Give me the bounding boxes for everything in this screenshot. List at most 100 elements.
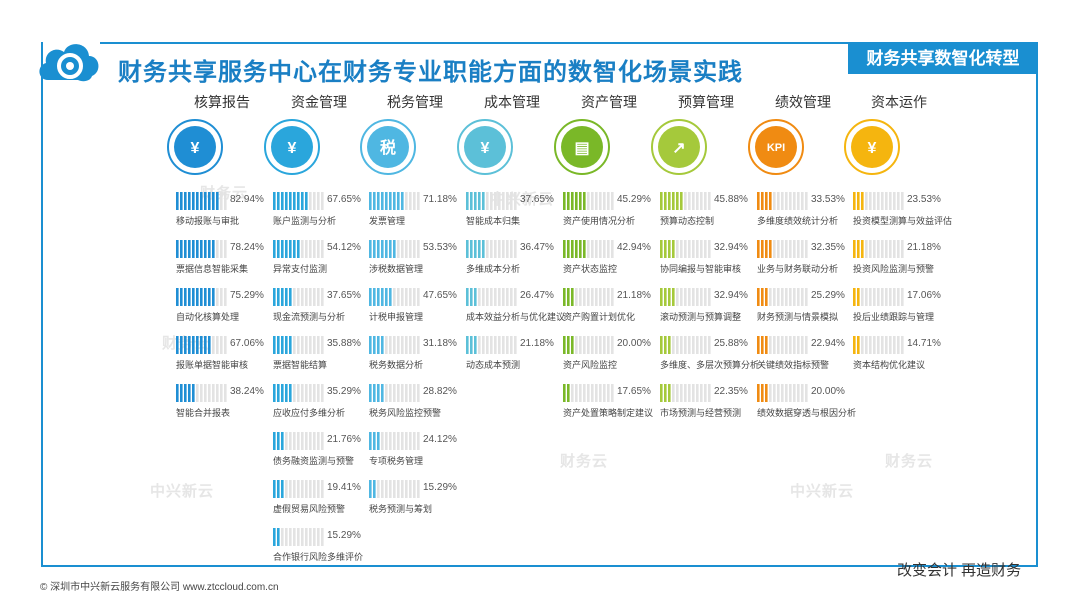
item-label: 投资风险监测与预警 bbox=[853, 264, 935, 274]
svg-text:↗: ↗ bbox=[672, 140, 685, 157]
item-label: 投后业绩跟踪与管理 bbox=[853, 312, 935, 322]
percent-value: 33.53% bbox=[811, 194, 845, 205]
list-item: 35.29% 应收应付多维分析 bbox=[273, 384, 365, 424]
item-label: 税务预测与筹划 bbox=[369, 504, 433, 514]
percent-value: 21.18% bbox=[907, 242, 941, 253]
list-item: 21.18% 动态成本预测 bbox=[466, 336, 558, 376]
page-title: 财务共享服务中心在财务专业职能方面的数智化场景实践 bbox=[118, 59, 743, 86]
progress-bar bbox=[563, 288, 614, 306]
list-item: 20.00% 资产风险监控 bbox=[563, 336, 655, 376]
percent-value: 20.00% bbox=[811, 386, 845, 397]
svg-text:税: 税 bbox=[380, 138, 396, 157]
progress-bar bbox=[466, 240, 517, 258]
progress-bar bbox=[176, 240, 227, 258]
column-perf: 绩效管理 KPI 33.53% 多维度绩效统计分析 32.35% 业务与财务联动分析 25.… bbox=[748, 92, 856, 418]
percent-value: 22.94% bbox=[811, 338, 845, 349]
progress-bar bbox=[369, 240, 420, 258]
progress-bar bbox=[273, 336, 324, 354]
tax-hand-icon: 税 bbox=[360, 119, 416, 175]
progress-bar bbox=[466, 192, 517, 210]
progress-bar bbox=[176, 192, 227, 210]
percent-value: 67.06% bbox=[230, 338, 264, 349]
column-budget: 预算管理 ↗ 45.88% 预算动态控制 32.94% 协同编报与智能审核 32.94% 滚动… bbox=[651, 92, 759, 418]
list-item: 26.47% 成本效益分析与优化建议 bbox=[466, 288, 565, 328]
progress-bar bbox=[853, 288, 904, 306]
svg-text:KPI: KPI bbox=[767, 142, 785, 154]
item-label: 绩效数据穿透与根因分析 bbox=[757, 408, 857, 418]
cloud-logo-icon bbox=[39, 44, 99, 82]
item-label: 涉税数据管理 bbox=[369, 264, 424, 274]
progress-bar bbox=[273, 480, 324, 498]
percent-value: 78.24% bbox=[230, 242, 264, 253]
percent-value: 19.41% bbox=[327, 482, 361, 493]
percent-value: 75.29% bbox=[230, 290, 264, 301]
item-label: 协同编报与智能审核 bbox=[660, 264, 742, 274]
list-item: 23.53% 投资模型测算与效益评估 bbox=[853, 192, 952, 232]
percent-value: 23.53% bbox=[907, 194, 941, 205]
progress-bar bbox=[853, 192, 904, 210]
progress-bar bbox=[660, 192, 711, 210]
item-label: 多维度绩效统计分析 bbox=[757, 216, 839, 226]
percent-value: 45.88% bbox=[714, 194, 748, 205]
column-asset: 资产管理 ▤ 45.29% 资产使用情况分析 42.94% 资产状态监控 21.18% 资产购… bbox=[554, 92, 655, 418]
column-title: 资本运作 bbox=[871, 94, 927, 110]
cost-document-icon: ¥ bbox=[457, 119, 513, 175]
section-tag: 财务共享数智化转型 bbox=[848, 44, 1038, 74]
list-item: 15.29% 税务预测与筹划 bbox=[369, 480, 461, 520]
column-cost: 成本管理 ¥37.65% 智能成本归集 36.47% 多维成本分析 26.47% 成本效益分… bbox=[457, 92, 565, 370]
progress-bar bbox=[757, 240, 808, 258]
percent-value: 26.47% bbox=[520, 290, 554, 301]
list-item: 20.00% 绩效数据穿透与根因分析 bbox=[757, 384, 856, 424]
percent-value: 25.88% bbox=[714, 338, 748, 349]
percent-value: 82.94% bbox=[230, 194, 264, 205]
list-item: 25.88% 多维度、多层次预算分析 bbox=[660, 336, 759, 376]
title-rule bbox=[100, 42, 1038, 44]
list-item: 67.06% 报账单据智能审核 bbox=[176, 336, 268, 376]
item-label: 市场预测与经营预测 bbox=[660, 408, 742, 418]
progress-bar bbox=[176, 288, 227, 306]
progress-bar bbox=[369, 480, 420, 498]
item-label: 报账单据智能审核 bbox=[176, 360, 249, 370]
progress-bar bbox=[369, 288, 420, 306]
list-item: 15.29% 合作银行风险多维评价 bbox=[273, 528, 365, 568]
progress-bar bbox=[563, 240, 614, 258]
watermark: 财务云 bbox=[200, 182, 248, 203]
item-label: 合作银行风险多维评价 bbox=[273, 552, 364, 562]
percent-value: 25.29% bbox=[811, 290, 845, 301]
svg-text:¥: ¥ bbox=[288, 140, 297, 157]
list-item: 37.65% 智能成本归集 bbox=[466, 192, 558, 232]
percent-value: 37.65% bbox=[520, 194, 554, 205]
list-item: 42.94% 资产状态监控 bbox=[563, 240, 655, 280]
invoice-yen-icon: ¥ bbox=[167, 119, 223, 175]
item-label: 业务与财务联动分析 bbox=[757, 264, 839, 274]
item-label: 关键绩效指标预警 bbox=[757, 360, 830, 370]
progress-bar bbox=[369, 384, 420, 402]
list-item: 45.88% 预算动态控制 bbox=[660, 192, 752, 232]
item-label: 虚假贸易风险预警 bbox=[273, 504, 346, 514]
percent-value: 37.65% bbox=[327, 290, 361, 301]
item-label: 账户监测与分析 bbox=[273, 216, 337, 226]
item-label: 成本效益分析与优化建议 bbox=[466, 312, 566, 322]
item-label: 多维成本分析 bbox=[466, 264, 521, 274]
watermark: 中兴新云 bbox=[790, 483, 855, 500]
progress-bar bbox=[466, 288, 517, 306]
progress-bar bbox=[273, 432, 324, 450]
watermark: 中兴新云 bbox=[150, 483, 215, 500]
list-item: 54.12% 异常支付监测 bbox=[273, 240, 365, 280]
percent-value: 17.06% bbox=[907, 290, 941, 301]
item-label: 发票管理 bbox=[369, 216, 406, 226]
progress-bar bbox=[273, 192, 324, 210]
progress-bar bbox=[660, 240, 711, 258]
column-title: 核算报告 bbox=[194, 94, 250, 110]
list-item: 45.29% 资产使用情况分析 bbox=[563, 192, 655, 232]
percent-value: 45.29% bbox=[617, 194, 651, 205]
column-core: 核算报告 ¥82.94% 移动报账与审批 78.24% 票据信息智能采集 75.29% 自动… bbox=[167, 92, 268, 418]
percent-value: 21.18% bbox=[617, 290, 651, 301]
percent-value: 32.35% bbox=[811, 242, 845, 253]
progress-bar bbox=[369, 192, 420, 210]
percent-value: 42.94% bbox=[617, 242, 651, 253]
item-label: 现金流预测与分析 bbox=[273, 312, 346, 322]
progress-bar bbox=[563, 192, 614, 210]
list-item: 14.71% 资本结构优化建议 bbox=[853, 336, 945, 376]
column-title: 预算管理 bbox=[678, 94, 734, 110]
